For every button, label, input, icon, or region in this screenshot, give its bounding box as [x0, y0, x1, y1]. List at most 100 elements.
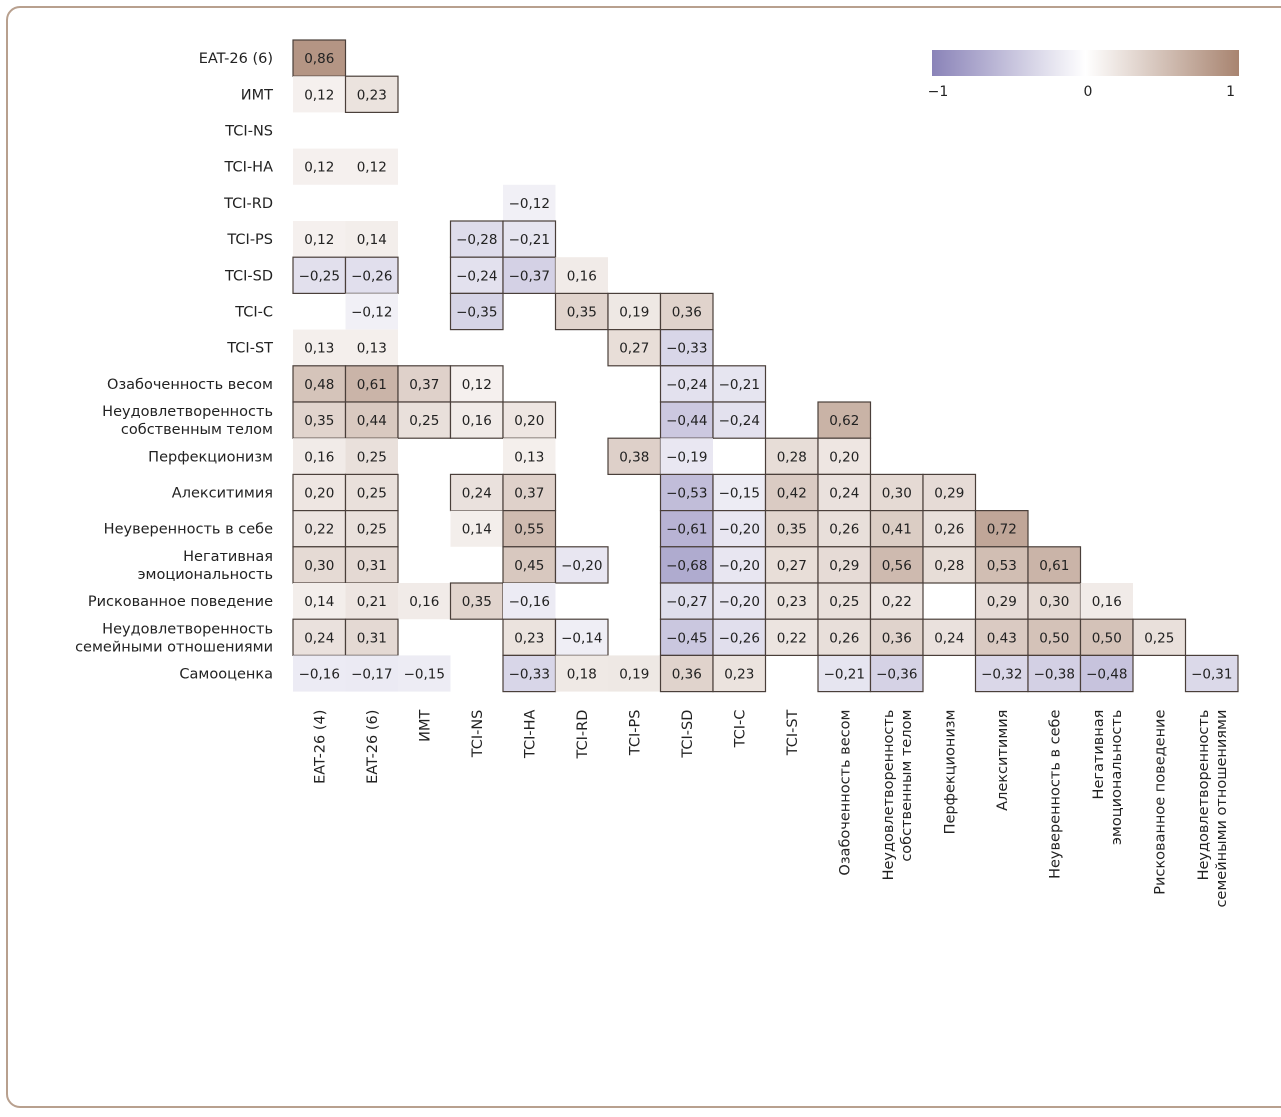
heatmap-cell	[502, 618, 557, 657]
row-label: ИМТ	[241, 87, 273, 103]
row-label: TCI-ST	[226, 341, 273, 357]
heatmap-cell	[1027, 618, 1082, 657]
heatmap-cell	[344, 365, 399, 403]
cell-value-label: 0,23	[357, 87, 387, 103]
cell-value-label: −0,38	[1034, 667, 1075, 683]
color-scale-bar	[932, 50, 1239, 76]
cell-value-label: 0,25	[409, 413, 439, 429]
cell-value-label: 0,36	[672, 667, 702, 683]
column-label: Неуверенность в себе	[1047, 710, 1063, 879]
heatmap-cells: 0,86 0,12 0,23 0,12 0,12 −0,12 0,12 0,14 −0,28 −0…	[292, 39, 1239, 693]
cell-value-label: 0,28	[934, 558, 964, 574]
heatmap-cell	[502, 401, 557, 439]
heatmap-cell	[974, 510, 1029, 548]
column-label: EAT-26 (6)	[365, 710, 381, 784]
row-label: TCI-PS	[226, 232, 273, 248]
column-label: TCI-PS	[627, 710, 643, 757]
cell-value-label: −0,16	[509, 594, 550, 610]
heatmap-cell	[869, 654, 924, 693]
heatmap-cell	[817, 401, 872, 439]
heatmap-cell	[345, 329, 398, 366]
cell-value-label: −0,32	[981, 667, 1022, 683]
row-label: TCI-HA	[224, 160, 274, 176]
cell-value-label: 0,23	[777, 594, 807, 610]
row-label: TCI-NS	[224, 124, 273, 140]
cell-value-label: 0,16	[462, 413, 492, 429]
column-label: TCI-C	[732, 710, 748, 749]
row-label: Неуверенность в себе	[104, 522, 273, 538]
cell-value-label: 0,42	[777, 486, 807, 502]
cell-value-label: −0,25	[299, 268, 340, 284]
heatmap-cell	[397, 401, 452, 439]
cell-value-label: 0,28	[777, 449, 807, 465]
cell-value-label: −0,33	[666, 341, 707, 357]
cell-value-label: 0,24	[462, 486, 492, 502]
cell-value-label: 0,48	[304, 377, 334, 393]
heatmap-cell	[1027, 546, 1082, 584]
heatmap-cell	[1080, 583, 1133, 620]
cell-value-label: 0,24	[304, 630, 334, 646]
cell-value-label: 0,50	[1092, 630, 1122, 646]
column-label: Неудовлетворенность семейными отношениями	[1196, 710, 1230, 908]
heatmap-cell	[659, 473, 714, 512]
cell-value-label: −0,36	[876, 667, 917, 683]
heatmap-cell	[503, 438, 556, 475]
heatmap-cell	[398, 655, 451, 692]
cell-value-label: 0,16	[1092, 594, 1122, 610]
cell-value-label: 0,25	[357, 486, 387, 502]
cell-value-label: 0,14	[304, 594, 334, 610]
heatmap-cell	[344, 618, 399, 657]
heatmap-cell	[449, 401, 504, 439]
column-label: TCI-ST	[785, 709, 801, 756]
cell-value-label: −0,35	[456, 305, 497, 321]
heatmap-cell	[292, 510, 347, 548]
column-label: Негативная эмоциональность	[1091, 710, 1125, 845]
color-scale-tick-label: −1	[928, 84, 949, 100]
heatmap-cell	[1027, 582, 1082, 620]
cell-value-label: −0,45	[666, 630, 707, 646]
cell-value-label: 0,35	[462, 594, 492, 610]
row-label: Озабоченность весом	[107, 377, 273, 393]
color-scale-legend: −1 0 1	[928, 50, 1239, 100]
cell-value-label: 0,29	[829, 558, 859, 574]
cell-value-label: −0,16	[299, 667, 340, 683]
heatmap-cell	[869, 473, 924, 512]
cell-value-label: 0,29	[987, 594, 1017, 610]
cell-value-label: 0,12	[304, 160, 334, 176]
cell-value-label: −0,15	[719, 486, 760, 502]
cell-value-label: 0,86	[304, 51, 334, 67]
cell-value-label: −0,27	[666, 594, 707, 610]
heatmap-cell	[554, 292, 609, 331]
cell-value-label: 0,38	[619, 449, 649, 465]
column-label: Рискованное поведение	[1152, 710, 1168, 895]
heatmap-cell	[345, 438, 398, 475]
color-scale-tick-label: 1	[1226, 84, 1235, 100]
cell-value-label: 0,26	[829, 522, 859, 538]
column-label: Алекситимия	[995, 710, 1011, 811]
heatmap-cell	[449, 292, 504, 331]
heatmap-cell	[764, 582, 819, 620]
cell-value-label: −0,26	[719, 630, 760, 646]
heatmap-cell	[817, 437, 872, 476]
column-label: ИМТ	[417, 709, 433, 741]
cell-value-label: 0,13	[304, 341, 334, 357]
cell-value-label: 0,19	[619, 667, 649, 683]
heatmap-cell	[554, 618, 609, 657]
row-label: Негативная эмоциональность	[138, 549, 273, 583]
cell-value-label: 0,19	[619, 305, 649, 321]
cell-value-label: 0,31	[357, 558, 387, 574]
heatmap-cell	[449, 473, 504, 512]
heatmap-cell	[503, 583, 556, 620]
cell-value-label: −0,19	[666, 449, 707, 465]
heatmap-cell	[712, 510, 767, 548]
heatmap-cell	[817, 546, 872, 584]
column-label: EAT-26 (4)	[312, 710, 328, 784]
cell-value-label: 0,16	[409, 594, 439, 610]
cell-value-label: −0,20	[561, 558, 602, 574]
heatmap-cell	[449, 365, 504, 403]
cell-value-label: 0,12	[304, 87, 334, 103]
row-label: Алекситимия	[172, 486, 273, 502]
cell-value-label: 0,30	[304, 558, 334, 574]
heatmap-cell	[344, 546, 399, 584]
cell-value-label: 0,62	[829, 413, 859, 429]
